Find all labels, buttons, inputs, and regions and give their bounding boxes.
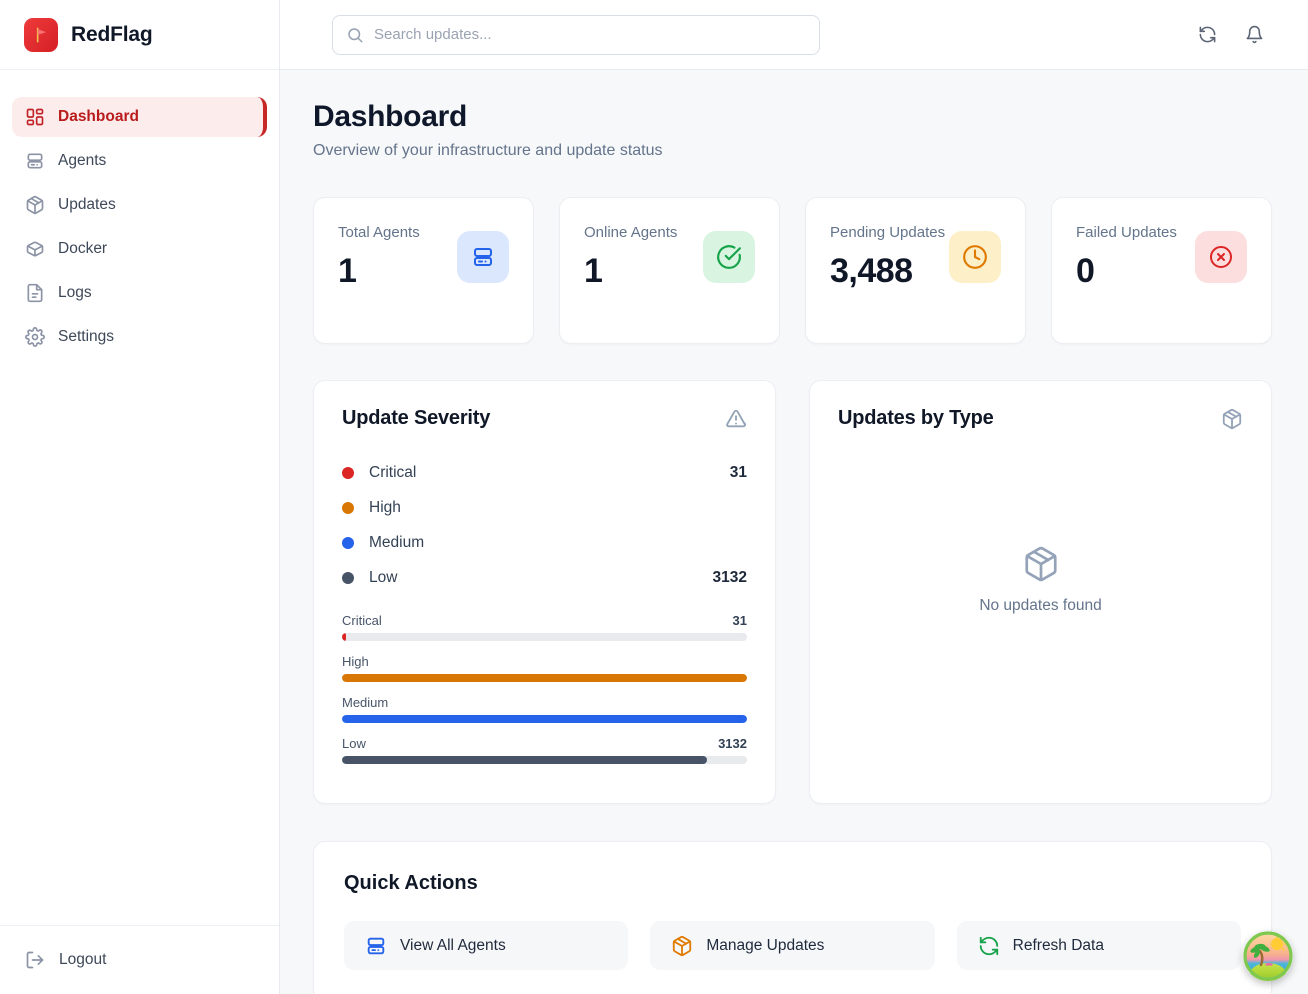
file-text-icon bbox=[25, 283, 45, 303]
high-dot-icon bbox=[342, 501, 354, 514]
low-bar-fill bbox=[342, 756, 707, 764]
updates-by-type-panel: Updates by Type No updates found bbox=[809, 380, 1272, 804]
action-label: View All Agents bbox=[400, 936, 506, 954]
x-circle-icon bbox=[1195, 230, 1247, 283]
main-area: Dashboard Overview of your infrastructur… bbox=[280, 0, 1308, 994]
search-input[interactable] bbox=[374, 26, 806, 43]
severity-bar-high: High bbox=[342, 654, 747, 682]
legend-row-high: High bbox=[342, 490, 747, 525]
stat-card-online-agents: Online Agents 1 bbox=[559, 197, 780, 344]
severity-bar-critical: Critical 31 bbox=[342, 613, 747, 641]
charts-row: Update Severity Critical 31 High bbox=[313, 380, 1272, 804]
search-box bbox=[332, 14, 820, 55]
refresh-data-button[interactable]: Refresh Data bbox=[956, 921, 1241, 970]
sidebar-item-docker[interactable]: Docker bbox=[12, 229, 267, 269]
low-dot-icon bbox=[342, 571, 354, 584]
refresh-icon[interactable] bbox=[1198, 25, 1217, 44]
sidebar-item-settings[interactable]: Settings bbox=[12, 317, 267, 357]
container-icon bbox=[25, 239, 45, 259]
stat-card-pending-updates: Pending Updates 3,488 bbox=[805, 197, 1026, 344]
logout-icon bbox=[25, 950, 45, 970]
page-subtitle: Overview of your infrastructure and upda… bbox=[313, 142, 663, 159]
medium-dot-icon bbox=[342, 536, 354, 549]
server-icon bbox=[25, 151, 45, 171]
search-icon bbox=[346, 26, 364, 44]
sidebar-item-label: Docker bbox=[58, 240, 108, 257]
sidebar-item-label: Dashboard bbox=[58, 108, 139, 125]
page-title: Dashboard bbox=[313, 100, 467, 133]
critical-bar-fill bbox=[342, 633, 347, 641]
sidebar-item-label: Settings bbox=[58, 328, 115, 345]
update-severity-panel: Update Severity Critical 31 High bbox=[313, 380, 776, 804]
stat-label: Online Agents bbox=[584, 224, 678, 241]
topbar-actions bbox=[1198, 25, 1264, 44]
sidebar-footer: Logout bbox=[0, 925, 279, 994]
sidebar-item-dashboard[interactable]: Dashboard bbox=[12, 97, 267, 137]
action-label: Manage Updates bbox=[706, 936, 825, 954]
quick-actions-row: View All Agents Manage Updates Refresh D… bbox=[344, 921, 1241, 970]
legend-row-low: Low 3132 bbox=[342, 560, 747, 595]
logout-label: Logout bbox=[59, 951, 107, 968]
medium-bar-fill bbox=[342, 715, 747, 723]
manage-updates-button[interactable]: Manage Updates bbox=[650, 921, 935, 970]
check-circle-icon bbox=[703, 230, 755, 283]
critical-dot-icon bbox=[342, 466, 354, 479]
package-icon bbox=[671, 935, 693, 957]
quick-actions-panel: Quick Actions View All Agents Manage Upd… bbox=[313, 841, 1272, 994]
refresh-icon bbox=[978, 935, 1000, 957]
legend-row-critical: Critical 31 bbox=[342, 455, 747, 490]
stat-card-failed-updates: Failed Updates 0 bbox=[1051, 197, 1272, 344]
gear-icon bbox=[25, 327, 45, 347]
panel-title: Updates by Type bbox=[838, 407, 994, 429]
sidebar-item-label: Agents bbox=[58, 152, 107, 169]
severity-bar-low: Low 3132 bbox=[342, 736, 747, 764]
stat-label: Total Agents bbox=[338, 224, 420, 241]
sidebar-item-label: Updates bbox=[58, 196, 116, 213]
empty-state-text: No updates found bbox=[979, 597, 1102, 614]
sidebar-item-label: Logs bbox=[58, 284, 92, 301]
alert-triangle-icon bbox=[725, 408, 747, 430]
clock-icon bbox=[949, 230, 1001, 283]
package-icon bbox=[1221, 408, 1243, 430]
stat-value: 0 bbox=[1076, 252, 1095, 290]
stats-grid: Total Agents 1 Online Agents 1 bbox=[313, 197, 1272, 344]
page-content: Dashboard Overview of your infrastructur… bbox=[280, 70, 1308, 994]
severity-bar-medium: Medium bbox=[342, 695, 747, 723]
sidebar-nav: Dashboard Agents Updates Docker Logs bbox=[0, 70, 279, 925]
bell-icon[interactable] bbox=[1245, 25, 1264, 44]
severity-legend: Critical 31 High Medium bbox=[342, 455, 747, 595]
brand: RedFlag bbox=[0, 0, 279, 70]
view-all-agents-button[interactable]: View All Agents bbox=[344, 921, 629, 970]
stat-value: 1 bbox=[338, 252, 357, 290]
stat-card-total-agents: Total Agents 1 bbox=[313, 197, 534, 344]
server-icon bbox=[457, 230, 509, 283]
action-label: Refresh Data bbox=[1012, 936, 1104, 954]
high-bar-fill bbox=[342, 674, 747, 682]
sidebar-item-updates[interactable]: Updates bbox=[12, 185, 267, 225]
panel-title: Update Severity bbox=[342, 407, 491, 429]
server-icon bbox=[365, 935, 387, 957]
severity-bars: Critical 31 High Medi bbox=[342, 613, 747, 764]
sidebar-item-logs[interactable]: Logs bbox=[12, 273, 267, 313]
stat-value: 3,488 bbox=[830, 252, 913, 290]
sidebar: RedFlag Dashboard Agents Updates Docker bbox=[0, 0, 280, 994]
redflag-logo-icon bbox=[24, 17, 58, 52]
sidebar-item-agents[interactable]: Agents bbox=[12, 141, 267, 181]
stat-label: Pending Updates bbox=[830, 224, 946, 241]
empty-state: No updates found bbox=[838, 430, 1243, 730]
tropical-island-badge[interactable] bbox=[1243, 931, 1293, 981]
topbar bbox=[280, 0, 1308, 70]
brand-name: RedFlag bbox=[71, 22, 153, 46]
package-icon bbox=[25, 195, 45, 215]
stat-value: 1 bbox=[584, 252, 603, 290]
quick-actions-title: Quick Actions bbox=[344, 872, 478, 894]
legend-row-medium: Medium bbox=[342, 525, 747, 560]
dashboard-icon bbox=[25, 107, 45, 127]
package-icon bbox=[1022, 545, 1060, 583]
logout-button[interactable]: Logout bbox=[25, 950, 254, 970]
stat-label: Failed Updates bbox=[1076, 224, 1177, 241]
